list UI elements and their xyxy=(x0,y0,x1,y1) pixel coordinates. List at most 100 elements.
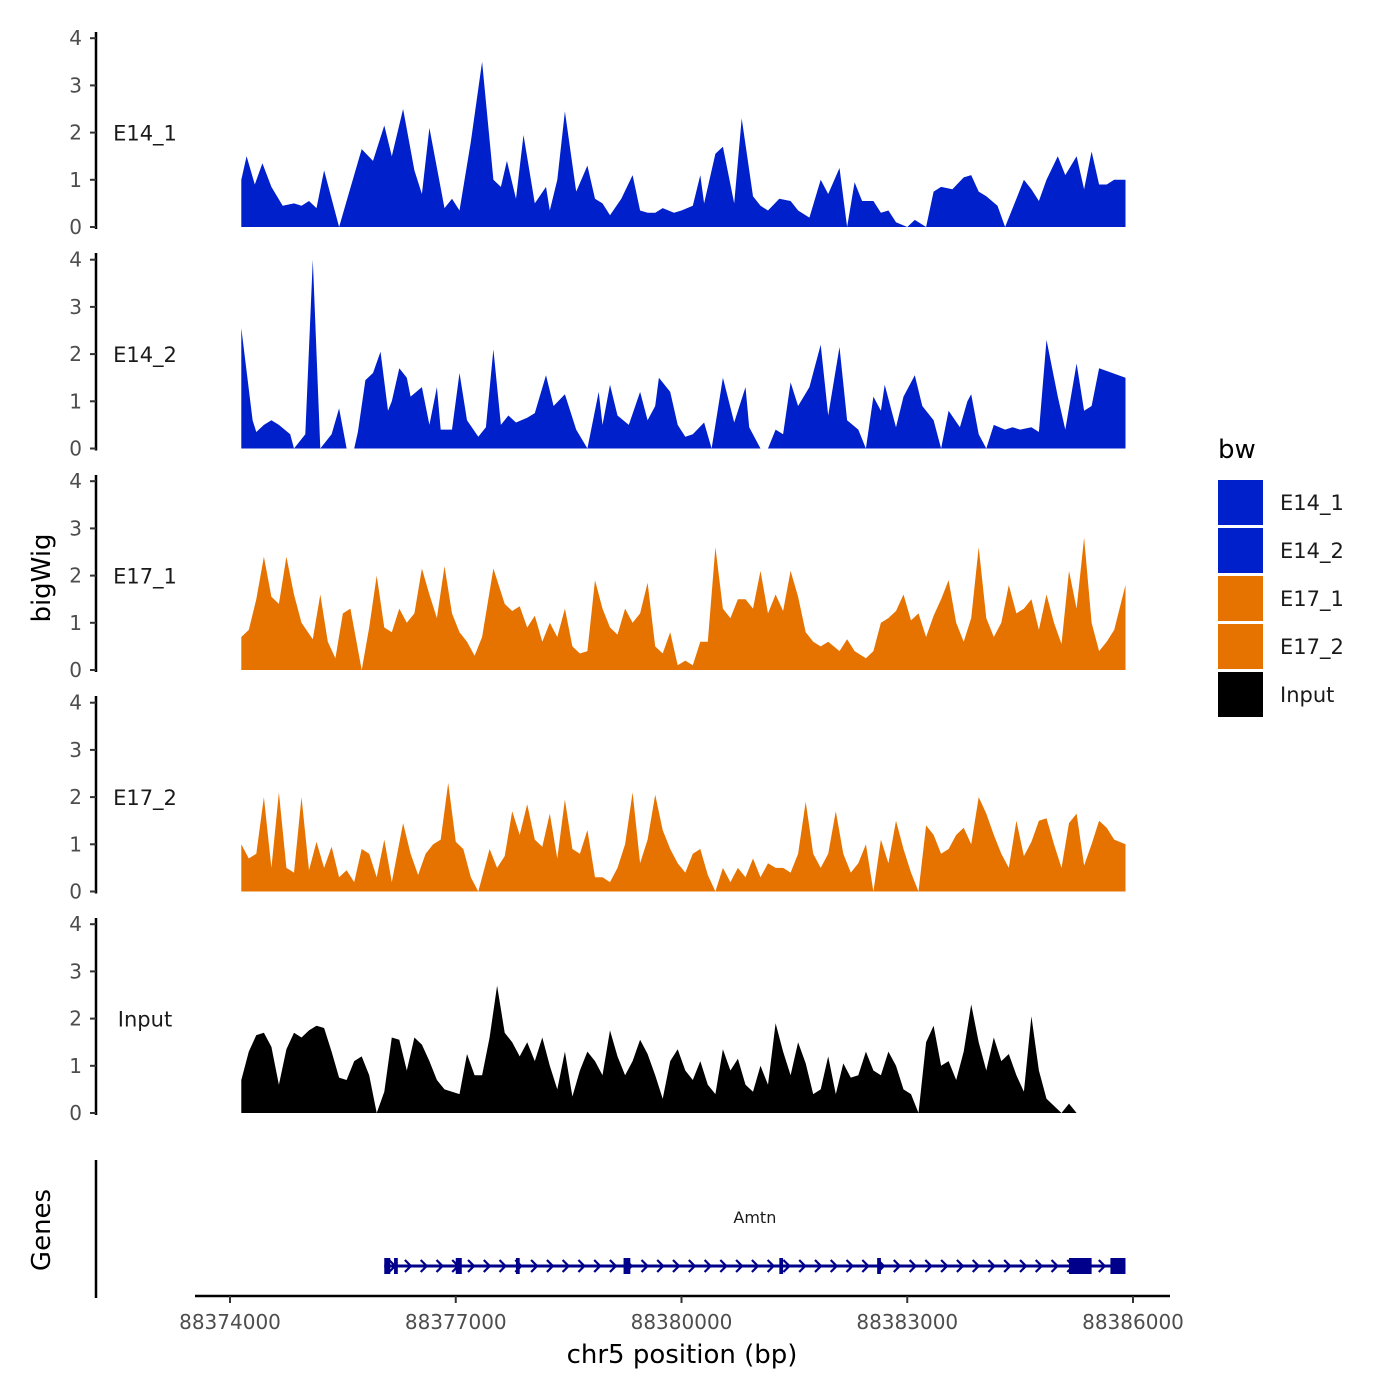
track-label: E17_2 xyxy=(113,786,177,811)
strand-arrow xyxy=(735,1259,744,1273)
y-tick-label: 3 xyxy=(69,959,82,983)
y-tick-label: 3 xyxy=(69,295,82,319)
y-tick-label: 0 xyxy=(69,658,82,682)
legend-title: bw xyxy=(1218,435,1256,465)
strand-arrow xyxy=(924,1259,933,1273)
strand-arrow xyxy=(1098,1259,1107,1273)
legend-label: Input xyxy=(1280,683,1334,707)
y-tick-label: 3 xyxy=(69,73,82,97)
track-label: Input xyxy=(118,1008,172,1032)
strand-arrow xyxy=(766,1259,776,1273)
coverage-area xyxy=(241,782,1126,892)
strand-arrow xyxy=(987,1259,996,1273)
strand-arrow xyxy=(814,1259,823,1273)
strand-arrow xyxy=(1034,1259,1044,1273)
y-tick-label: 2 xyxy=(69,1007,82,1031)
x-tick-label: 88380000 xyxy=(631,1310,733,1334)
strand-arrow xyxy=(751,1259,760,1273)
y-tick-label: 0 xyxy=(69,437,82,461)
track-E17_2: 0 1 2 3 4 E17_2 xyxy=(69,691,1126,904)
x-axis-title: chr5 position (bp) xyxy=(567,1340,798,1370)
strand-arrow xyxy=(404,1259,413,1273)
exon xyxy=(455,1258,462,1274)
strand-arrow xyxy=(1003,1259,1012,1273)
exon xyxy=(1110,1258,1126,1274)
exon xyxy=(877,1258,881,1274)
strand-arrow xyxy=(1019,1259,1028,1273)
legend-key-E17_2 xyxy=(1218,624,1263,669)
x-tick-label: 88374000 xyxy=(179,1310,281,1334)
gene-name: Amtn xyxy=(733,1208,776,1227)
strand-arrow xyxy=(782,1259,791,1273)
y-tick-label: 2 xyxy=(69,785,82,809)
strand-arrow xyxy=(593,1259,602,1273)
strand-arrow xyxy=(1050,1259,1060,1273)
legend-label: E14_1 xyxy=(1280,491,1344,516)
y-tick-label: 2 xyxy=(69,121,82,145)
y-tick-label: 0 xyxy=(69,1101,82,1125)
genes-panel: Amtn xyxy=(94,1160,1126,1298)
strand-arrow xyxy=(940,1259,949,1273)
y-tick-label: 4 xyxy=(69,912,82,936)
x-tick-label: 88383000 xyxy=(856,1310,958,1334)
strand-arrow xyxy=(908,1259,918,1273)
exon xyxy=(623,1258,631,1274)
strand-arrow xyxy=(530,1259,539,1273)
genes-axis-title: Genes xyxy=(27,1189,57,1271)
strand-arrow xyxy=(861,1259,870,1273)
track-E14_1: 0 1 2 3 4 E14_1 xyxy=(69,26,1126,239)
y-tick-label: 1 xyxy=(69,1054,82,1078)
y-tick-label: 4 xyxy=(69,248,82,272)
coverage-area xyxy=(241,985,1126,1113)
legend-key-E14_1 xyxy=(1218,480,1263,525)
strand-arrow xyxy=(719,1259,728,1273)
strand-arrow xyxy=(956,1259,965,1273)
y-tick-label: 2 xyxy=(69,564,82,588)
tracks-layer: 0 1 2 3 4 E14_1 0 1 2 3 4 E14_2 0 1 2 3 4 E17_1 0 1 2 3 4 E17_2… xyxy=(69,26,1126,1125)
strand-arrow xyxy=(419,1259,429,1273)
strand-arrow xyxy=(546,1259,555,1273)
coverage-area xyxy=(241,61,1126,227)
strand-arrow xyxy=(483,1259,492,1273)
y-tick-label: 4 xyxy=(69,691,82,715)
y-tick-label: 1 xyxy=(69,832,82,856)
legend: bw E14_1 E14_2 E17_1 E17_2 Input xyxy=(1218,435,1344,717)
exon xyxy=(384,1258,391,1274)
track-E17_1: 0 1 2 3 4 E17_1 xyxy=(69,469,1126,682)
strand-arrow xyxy=(845,1259,855,1273)
y-tick-label: 0 xyxy=(69,880,82,904)
legend-key-E14_2 xyxy=(1218,528,1263,573)
strand-arrow xyxy=(498,1259,508,1273)
track-label: E14_1 xyxy=(113,122,177,147)
strand-arrow xyxy=(561,1259,571,1273)
strand-arrow xyxy=(971,1259,981,1273)
exon xyxy=(1069,1258,1092,1274)
coverage-area xyxy=(241,259,1126,449)
strand-arrow xyxy=(798,1259,807,1273)
y-tick-label: 2 xyxy=(69,342,82,366)
legend-label: E17_2 xyxy=(1280,635,1344,660)
legend-key-E17_1 xyxy=(1218,576,1263,621)
y-tick-label: 3 xyxy=(69,516,82,540)
y-axis-title: bigWig xyxy=(27,533,57,622)
y-tick-label: 4 xyxy=(69,469,82,493)
track-E14_2: 0 1 2 3 4 E14_2 xyxy=(69,248,1126,461)
legend-label: E17_1 xyxy=(1280,587,1344,612)
y-tick-label: 1 xyxy=(69,168,82,192)
x-tick-label: 88377000 xyxy=(405,1310,507,1334)
y-tick-label: 1 xyxy=(69,611,82,635)
strand-arrow xyxy=(893,1259,902,1273)
strand-arrow xyxy=(829,1259,839,1273)
strand-arrow xyxy=(688,1259,697,1273)
exon xyxy=(394,1258,398,1274)
track-Input: 0 1 2 3 4 Input xyxy=(69,912,1126,1125)
track-label: E17_1 xyxy=(113,565,177,590)
x-axis: 88374000 88377000 88380000 88383000 88386000 xyxy=(179,1294,1184,1334)
strand-arrow xyxy=(640,1259,650,1273)
strand-arrow xyxy=(435,1259,445,1273)
strand-arrow xyxy=(609,1259,618,1273)
strand-arrow xyxy=(577,1259,586,1273)
strand-arrow xyxy=(703,1259,713,1273)
strand-arrow xyxy=(467,1259,476,1273)
